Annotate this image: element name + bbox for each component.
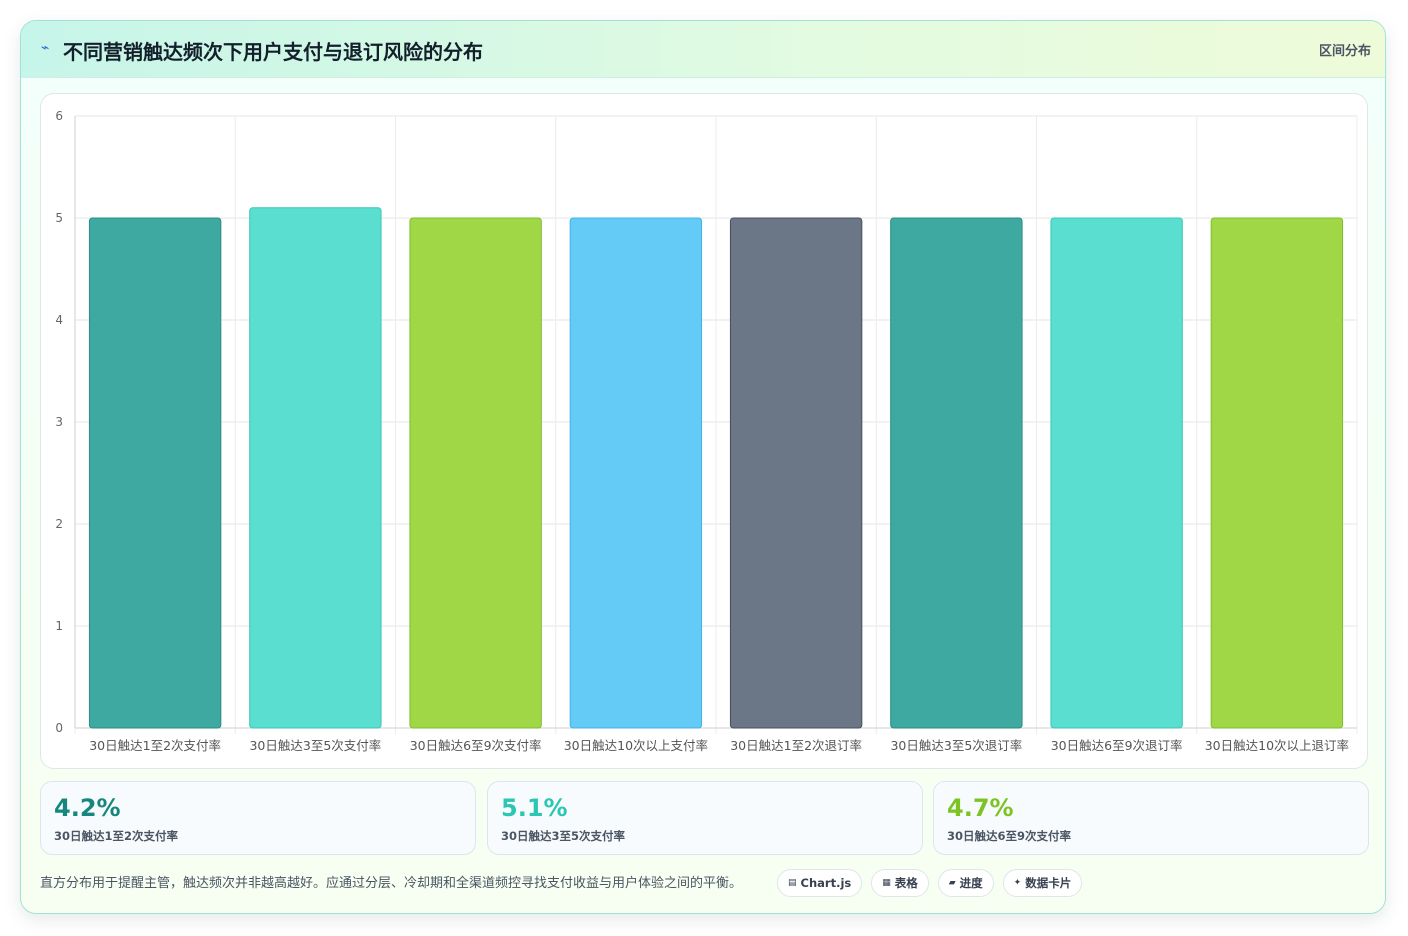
x-tick-label: 30日触达1至2次退订率 bbox=[730, 738, 862, 753]
footer-note: 直方分布用于提醒主管，触达频次并非越高越好。应通过分层、冷却期和全渠道频控寻找支… bbox=[40, 876, 743, 891]
tag-label: Chart.js bbox=[800, 876, 852, 890]
y-tick-label: 5 bbox=[55, 211, 63, 225]
bar-chart: 0 1 2 3 4 5 6 30日触达1至2次支付率 30日触达3至5次支付率 30日触达6至9次… bbox=[55, 109, 1358, 753]
bar bbox=[409, 217, 542, 729]
bar bbox=[569, 217, 703, 729]
chart-panel: 0 1 2 3 4 5 6 30日触达1至2次支付率 30日触达3至5次支付率 30日触达6至9次… bbox=[40, 93, 1368, 769]
chart-card: ⌁ 不同营销触达频次下用户支付与退订风险的分布 区间分布 0 1 2 3 4 5 6 30日触… bbox=[20, 20, 1386, 914]
card-header: ⌁ 不同营销触达频次下用户支付与退订风险的分布 区间分布 bbox=[21, 21, 1385, 78]
stat-card: 4.2% 30日触达1至2次支付率 bbox=[40, 781, 476, 855]
x-tick-label: 30日触达6至9次支付率 bbox=[410, 738, 542, 753]
x-tick-label: 30日触达6至9次退订率 bbox=[1051, 738, 1183, 753]
tag-table[interactable]: ▦ 表格 bbox=[871, 869, 929, 897]
tag-data-card[interactable]: ✦ 数据卡片 bbox=[1002, 869, 1083, 897]
stat-value: 5.1% bbox=[501, 794, 568, 822]
y-tick-label: 2 bbox=[55, 517, 63, 531]
chart-subtitle: 区间分布 bbox=[1318, 44, 1371, 59]
sparkle-icon: ✦ bbox=[1013, 878, 1022, 888]
x-tick-label: 30日触达3至5次退订率 bbox=[890, 738, 1022, 753]
stat-card: 5.1% 30日触达3至5次支付率 bbox=[487, 781, 923, 855]
stat-cards: 4.2% 30日触达1至2次支付率 5.1% 30日触达3至5次支付率 4.7%… bbox=[40, 781, 1370, 855]
y-tick-label: 1 bbox=[55, 619, 63, 633]
chart-icon: ▤ bbox=[788, 878, 797, 888]
tag-progress[interactable]: ▰ 进度 bbox=[937, 869, 994, 897]
bar bbox=[729, 217, 863, 729]
x-tick-label: 30日触达1至2次支付率 bbox=[89, 738, 221, 753]
y-tick-label: 3 bbox=[55, 415, 63, 429]
stat-label: 30日触达1至2次支付率 bbox=[54, 829, 179, 843]
x-tick-label: 30日触达3至5次支付率 bbox=[249, 738, 381, 753]
stat-value: 4.7% bbox=[947, 794, 1014, 822]
stat-label: 30日触达6至9次支付率 bbox=[947, 829, 1072, 843]
bar bbox=[1050, 217, 1183, 729]
y-tick-label: 4 bbox=[55, 313, 63, 327]
trend-line-icon: ⌁ bbox=[41, 40, 50, 56]
y-tick-label: 6 bbox=[55, 109, 63, 123]
tag-label: 表格 bbox=[894, 876, 918, 890]
y-tick-label: 0 bbox=[55, 721, 63, 735]
bar bbox=[890, 217, 1023, 729]
tag-label: 进度 bbox=[959, 876, 983, 890]
table-icon: ▦ bbox=[882, 878, 891, 888]
bar bbox=[1210, 217, 1344, 729]
tag-label: 数据卡片 bbox=[1025, 876, 1072, 890]
tag-list: ▤ Chart.js ▦ 表格 ▰ 进度 ✦ 数据卡片 bbox=[777, 869, 1083, 897]
bar bbox=[88, 217, 222, 729]
x-tick-label: 30日触达10次以上支付率 bbox=[564, 738, 708, 753]
stat-value: 4.2% bbox=[54, 794, 121, 822]
x-tick-label: 30日触达10次以上退订率 bbox=[1205, 738, 1349, 753]
stat-label: 30日触达3至5次支付率 bbox=[501, 829, 626, 843]
chart-title: 不同营销触达频次下用户支付与退订风险的分布 bbox=[63, 40, 483, 64]
progress-icon: ▰ bbox=[948, 878, 956, 888]
bar bbox=[249, 207, 382, 729]
tag-chartjs[interactable]: ▤ Chart.js bbox=[777, 869, 863, 897]
stat-card: 4.7% 30日触达6至9次支付率 bbox=[933, 781, 1369, 855]
